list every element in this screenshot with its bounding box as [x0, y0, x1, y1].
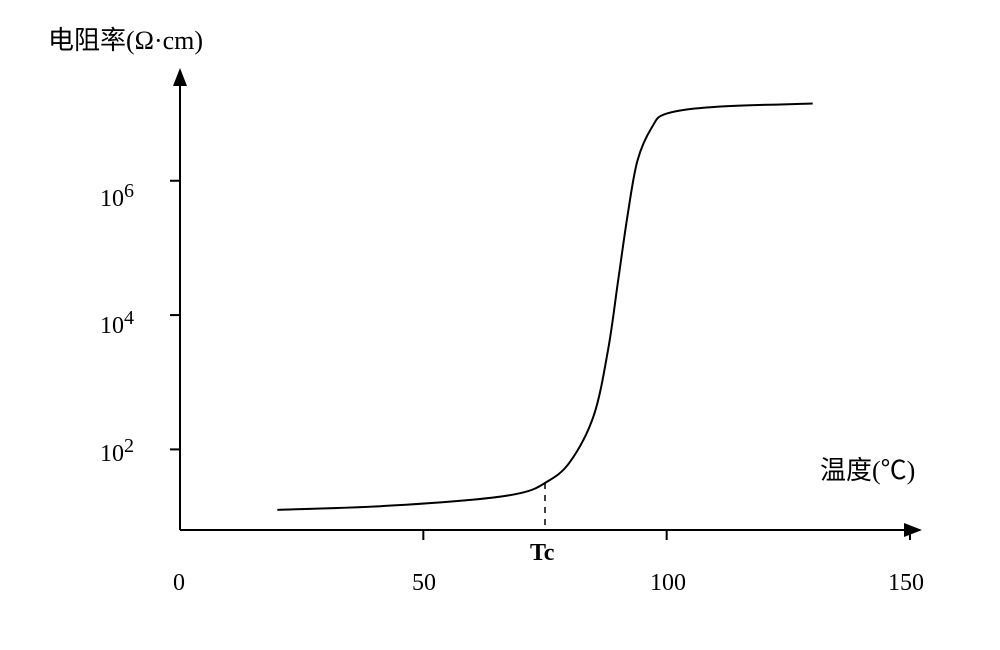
- chart-svg: [0, 0, 1000, 650]
- x-tick-marks: [423, 530, 910, 540]
- y-tick-marks: [170, 181, 180, 450]
- x-axis-arrow: [904, 523, 922, 537]
- resistivity-curve: [277, 104, 812, 510]
- y-axis-arrow: [173, 68, 187, 86]
- chart-container: 电阻率(Ω·cm) 温度(℃) 102 104 106 0 50 100 150…: [0, 0, 1000, 650]
